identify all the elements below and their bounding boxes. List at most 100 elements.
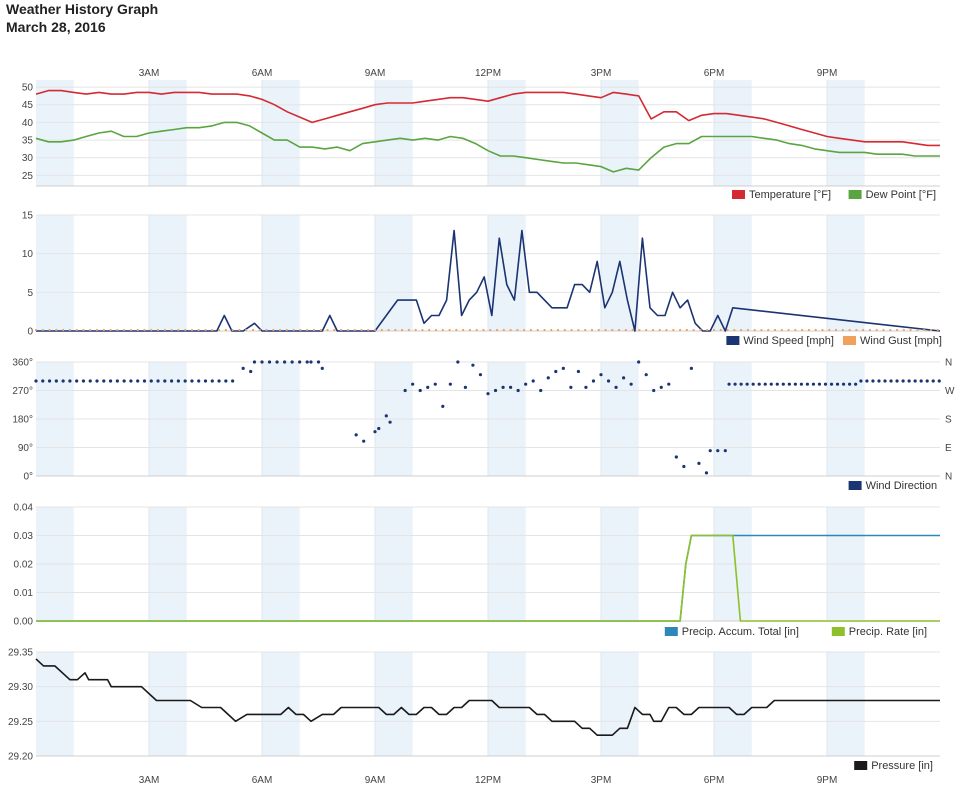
x-tick-label: 6PM (704, 68, 725, 79)
wind-gust-point (624, 328, 627, 332)
wind-direction-point (925, 379, 929, 383)
wind-direction-point (723, 449, 727, 453)
wind-direction-point (793, 382, 797, 386)
wind-gust-point (312, 328, 316, 332)
wind-gust-point (516, 328, 519, 332)
wind-direction-point (290, 360, 294, 364)
page-date: March 28, 2016 (6, 19, 106, 35)
wind-gust-point (570, 328, 573, 332)
wind-gust-point (563, 328, 566, 332)
wind-gust-point (482, 328, 485, 332)
wind-direction-point (252, 360, 257, 364)
wind-gust-point (468, 328, 472, 332)
x-tick-label: 3AM (139, 68, 160, 79)
wind-gust-point (489, 328, 492, 332)
time-band (375, 80, 413, 186)
page-title: Weather History Graph (6, 1, 159, 17)
y-tick-label: 15 (22, 211, 34, 222)
wind-direction-point (190, 379, 194, 383)
wind-direction-point (354, 433, 358, 437)
wind-direction-point (854, 382, 858, 386)
wind-gust-point (224, 328, 227, 332)
wind-direction-point (751, 382, 755, 386)
wind-gust-point (245, 328, 248, 332)
wind-gust-point (692, 328, 695, 332)
wind-gust-point (807, 328, 811, 332)
wind-gust-point (706, 328, 709, 332)
wind-gust-point (278, 328, 282, 332)
wind-gust-point (238, 328, 241, 332)
wind-gust-point (475, 328, 478, 332)
wind-gust-point (597, 328, 600, 332)
wind-gust-point (190, 328, 194, 332)
legend-swatch-wind-gust-mph (843, 336, 856, 345)
wind-direction-point (584, 385, 588, 389)
wind-direction-point (283, 360, 287, 364)
wind-gust-point (428, 328, 431, 332)
wind-gust-point (855, 328, 858, 332)
wind-direction-point (54, 379, 58, 383)
wind-gust-point (75, 328, 78, 332)
wind-gust-point (773, 328, 777, 332)
wind-gust-point (231, 328, 234, 332)
wind-gust-point (821, 328, 824, 332)
wind-direction-point (156, 379, 160, 383)
wind-gust-point (543, 328, 546, 332)
wind-direction-point (811, 382, 816, 386)
y-tick-label: 0 (27, 327, 33, 338)
legend-label-temperature-f: Temperature [°F] (749, 189, 831, 201)
wind-gust-point (170, 328, 173, 332)
wind-direction-point (644, 373, 648, 377)
wind-gust-point (495, 328, 499, 332)
wind-gust-point (448, 328, 451, 332)
wind-gust-point (719, 328, 722, 332)
legend-swatch-precip-accum-total-in (664, 627, 678, 636)
time-band (375, 215, 413, 331)
wind-direction-point (667, 382, 671, 386)
wind-direction-point (531, 379, 535, 383)
wind-gust-point (584, 328, 587, 332)
time-band (714, 80, 752, 186)
wind-gust-point (502, 328, 505, 332)
wind-direction-point (704, 471, 709, 475)
wind-direction-point (883, 379, 887, 383)
time-band (36, 80, 74, 186)
x-tick-label: 6AM (252, 68, 273, 79)
wind-direction-point (889, 379, 893, 383)
wind-direction-point (197, 379, 201, 383)
wind-gust-point (333, 328, 336, 332)
legend-swatch-temperature-f (732, 190, 745, 199)
wind-direction-point (81, 379, 86, 383)
wind-gust-point (353, 328, 356, 332)
wind-direction-point (149, 379, 153, 383)
wind-direction-point (41, 379, 45, 383)
y-tick-label: 35 (22, 136, 34, 147)
wind-gust-point (394, 328, 397, 332)
wind-gust-point (109, 328, 112, 332)
y-tick-label: 0.02 (14, 560, 34, 571)
wind-gust-point (319, 328, 322, 332)
wind-direction-point (426, 385, 430, 389)
y-tick-label: 180° (12, 415, 33, 426)
wind-direction-point (241, 366, 245, 370)
wind-gust-point (340, 328, 343, 332)
wind-direction-point (829, 382, 834, 386)
y-tick-label: 25 (22, 171, 34, 182)
wind-gust-point (95, 328, 99, 332)
wind-gust-point (82, 328, 85, 332)
y-tick-label: 29.35 (8, 648, 33, 659)
wind-direction-point (384, 414, 388, 418)
legend-swatch-wind-direction (848, 481, 862, 490)
time-band (36, 215, 74, 331)
x-tick-label: 9PM (817, 775, 838, 786)
wind-direction-point (203, 379, 208, 383)
wind-gust-point (923, 328, 926, 332)
wind-direction-point (727, 382, 731, 386)
time-band (149, 652, 187, 756)
wind-direction-point (316, 360, 321, 364)
wind-gust-point (265, 328, 268, 332)
wind-direction-point (859, 379, 863, 383)
wind-direction-point (576, 369, 581, 374)
wind-direction-point (835, 382, 840, 386)
wind-gust-point (638, 328, 641, 332)
